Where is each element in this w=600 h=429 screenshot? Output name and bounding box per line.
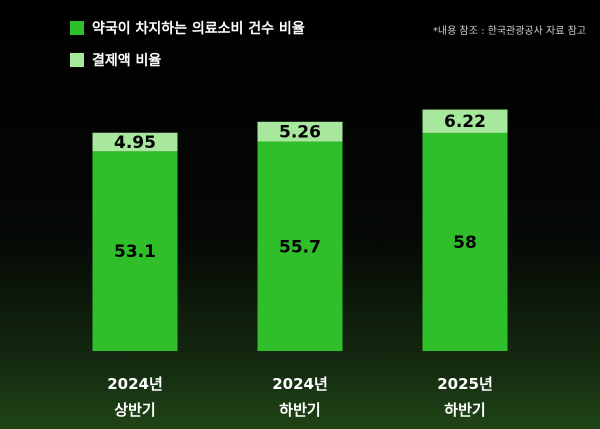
data-label: 55.7 bbox=[279, 237, 321, 257]
bar-pharmacy-share bbox=[422, 132, 508, 351]
data-label: 6.22 bbox=[444, 112, 486, 132]
legend: 약국이 차지하는 의료소비 건수 비율 결제액 비율 bbox=[70, 18, 305, 82]
x-tick-label: 하반기 bbox=[279, 401, 320, 419]
x-tick-label: 2025년 bbox=[437, 375, 493, 393]
x-tick-label: 하반기 bbox=[444, 401, 485, 419]
x-tick-label: 2024년 bbox=[107, 375, 163, 393]
bar-pharmacy-share bbox=[257, 141, 343, 351]
data-label: 58 bbox=[453, 233, 477, 253]
source-note: *내용 참조 : 한국관광공사 자료 참고 bbox=[432, 26, 586, 37]
legend-item-payment-share: 결제액 비율 bbox=[70, 50, 305, 70]
x-tick-label: 2024년 bbox=[272, 375, 328, 393]
bar-payment-share bbox=[422, 109, 508, 133]
data-label: 4.95 bbox=[114, 133, 156, 153]
legend-label: 결제액 비율 bbox=[92, 53, 162, 69]
data-label: 53.1 bbox=[114, 242, 156, 262]
bar-pharmacy-share bbox=[92, 151, 178, 351]
data-label: 5.26 bbox=[279, 123, 321, 143]
legend-item-pharmacy-share: 약국이 차지하는 의료소비 건수 비율 bbox=[70, 18, 305, 38]
legend-label: 약국이 차지하는 의료소비 건수 비율 bbox=[92, 21, 305, 37]
bar-payment-share bbox=[92, 132, 178, 152]
bar-payment-share bbox=[257, 121, 343, 142]
legend-swatch bbox=[70, 53, 84, 67]
legend-swatch bbox=[70, 21, 84, 35]
x-tick-label: 상반기 bbox=[114, 401, 155, 419]
